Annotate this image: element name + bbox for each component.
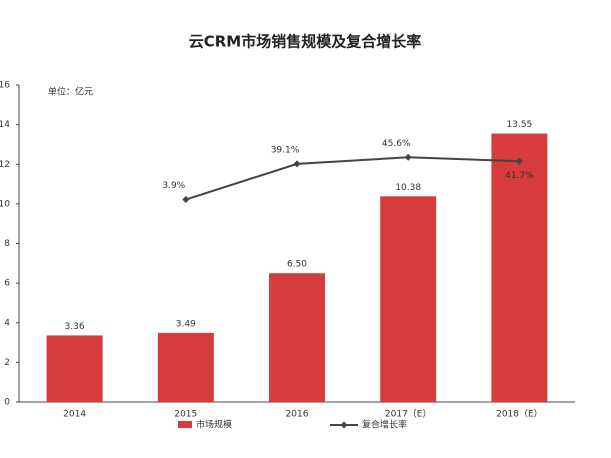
bar-value-label: 6.50 bbox=[287, 260, 307, 270]
y-tick-label: 16 bbox=[0, 81, 10, 91]
line-value-label: 41.7% bbox=[505, 171, 534, 181]
bar bbox=[491, 133, 548, 402]
x-tick-label: 2018（E） bbox=[496, 409, 543, 420]
bar bbox=[269, 273, 325, 402]
y-tick-label: 14 bbox=[0, 120, 10, 130]
bar-value-label: 3.49 bbox=[176, 319, 196, 329]
bar-value-label: 3.36 bbox=[65, 322, 85, 332]
y-tick-label: 2 bbox=[4, 358, 10, 368]
legend-label: 市场规模 bbox=[196, 419, 232, 431]
line-value-label: 45.6% bbox=[382, 139, 411, 149]
y-tick-label: 10 bbox=[0, 199, 10, 209]
line-marker bbox=[515, 157, 523, 165]
x-tick-label: 2015 bbox=[174, 410, 197, 420]
y-tick-label: 12 bbox=[0, 160, 10, 170]
bar bbox=[380, 196, 437, 402]
line bbox=[185, 156, 520, 201]
line-marker bbox=[404, 153, 412, 161]
legend-marker bbox=[340, 421, 348, 429]
y-tick-label: 8 bbox=[4, 239, 10, 249]
legend-label: 复合增长率 bbox=[362, 419, 407, 431]
x-tick-label: 2014 bbox=[63, 410, 86, 420]
chart-title: 云CRM市场销售规模及复合增长率 bbox=[189, 33, 422, 51]
unit-label: 单位：亿元 bbox=[48, 86, 93, 98]
legend-swatch bbox=[178, 421, 192, 428]
bar-value-label: 10.38 bbox=[395, 183, 421, 193]
line-marker bbox=[293, 160, 301, 168]
y-tick-label: 6 bbox=[4, 279, 10, 289]
y-tick-label: 0 bbox=[4, 398, 10, 408]
line-marker bbox=[182, 196, 190, 204]
bar-value-label: 13.55 bbox=[507, 120, 533, 130]
bar bbox=[157, 332, 214, 402]
y-tick-label: 4 bbox=[4, 318, 10, 328]
x-tick-label: 2017（E） bbox=[385, 409, 432, 420]
x-tick-label: 2016 bbox=[286, 410, 309, 420]
bar bbox=[46, 335, 103, 402]
line-value-label: 39.1% bbox=[271, 145, 300, 155]
line-value-label: 3.9% bbox=[162, 181, 185, 191]
